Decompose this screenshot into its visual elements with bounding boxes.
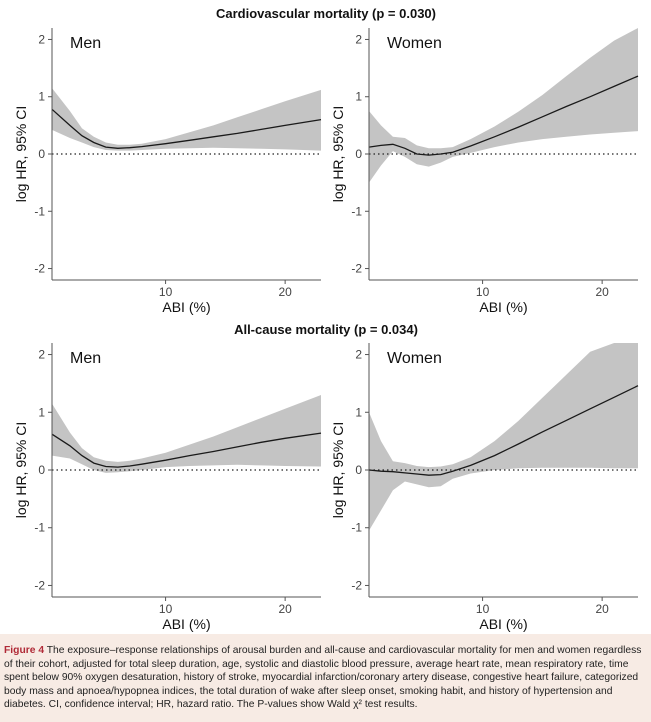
section-title: Cardiovascular mortality (p = 0.030) [216,6,436,21]
y-tick-label: 0 [38,147,45,161]
y-tick-label: 1 [355,405,362,419]
panel-label: Women [387,350,442,367]
estimate-line [368,385,639,476]
x-axis-label: ABI (%) [479,299,527,315]
chart-panel-1: -2 -1 0 1 2 10 20 ABI (%) log HR, 95% CI Men [13,28,322,315]
y-axis-label: log HR, 95% CI [13,106,29,202]
estimate-line [51,432,322,468]
estimate-line [368,75,639,156]
figure-caption: Figure 4 The exposure–response relations… [0,634,651,722]
y-tick-label: -2 [351,578,362,592]
y-tick-label: 0 [38,463,45,477]
chart-panel-2: -2 -1 0 1 2 10 20 ABI (%) log HR, 95% CI Women [330,28,639,315]
y-tick-label: 0 [355,147,362,161]
ci-band [369,28,638,183]
y-tick-label: -2 [34,262,45,276]
x-tick-label: 10 [476,602,490,616]
y-tick-label: 1 [38,405,45,419]
y-axis-label: log HR, 95% CI [330,106,346,202]
y-tick-label: -1 [351,521,362,535]
ci-band [369,343,638,531]
y-tick-label: -1 [34,521,45,535]
y-tick-label: -1 [34,204,45,218]
panel-label: Women [387,35,442,52]
y-tick-label: 1 [38,90,45,104]
caption-text: The exposure–response relationships of a… [4,645,642,711]
x-tick-label: 10 [476,285,490,299]
y-tick-label: 1 [355,90,362,104]
y-axis-label: log HR, 95% CI [13,422,29,518]
panel-label: Men [70,35,101,52]
y-axis-label: log HR, 95% CI [330,422,346,518]
panel-label: Men [70,350,101,367]
plot-area [52,343,321,597]
chart-panel-3: -2 -1 0 1 2 10 20 ABI (%) log HR, 95% CI Men [13,343,322,632]
x-tick-label: 20 [595,602,609,616]
x-tick-label: 20 [595,285,609,299]
y-tick-label: 0 [355,463,362,477]
ci-band [52,395,321,473]
plot-area [52,28,321,280]
y-tick-label: -1 [351,204,362,218]
y-tick-label: -2 [34,578,45,592]
x-axis-label: ABI (%) [162,299,210,315]
x-tick-label: 10 [159,285,173,299]
x-tick-label: 20 [278,285,292,299]
x-tick-label: 20 [278,602,292,616]
chart-panel-4: -2 -1 0 1 2 10 20 ABI (%) log HR, 95% CI Women [330,343,639,632]
x-tick-label: 10 [159,602,173,616]
x-axis-label: ABI (%) [479,616,527,632]
y-tick-label: 2 [355,348,362,362]
y-tick-label: -2 [351,262,362,276]
y-tick-label: 2 [38,348,45,362]
y-tick-label: 2 [355,32,362,46]
figure-label: Figure 4 [4,645,45,656]
ci-band [52,88,321,151]
y-tick-label: 2 [38,32,45,46]
x-axis-label: ABI (%) [162,616,210,632]
section-title: All-cause mortality (p = 0.034) [234,322,418,337]
estimate-line [51,108,322,149]
